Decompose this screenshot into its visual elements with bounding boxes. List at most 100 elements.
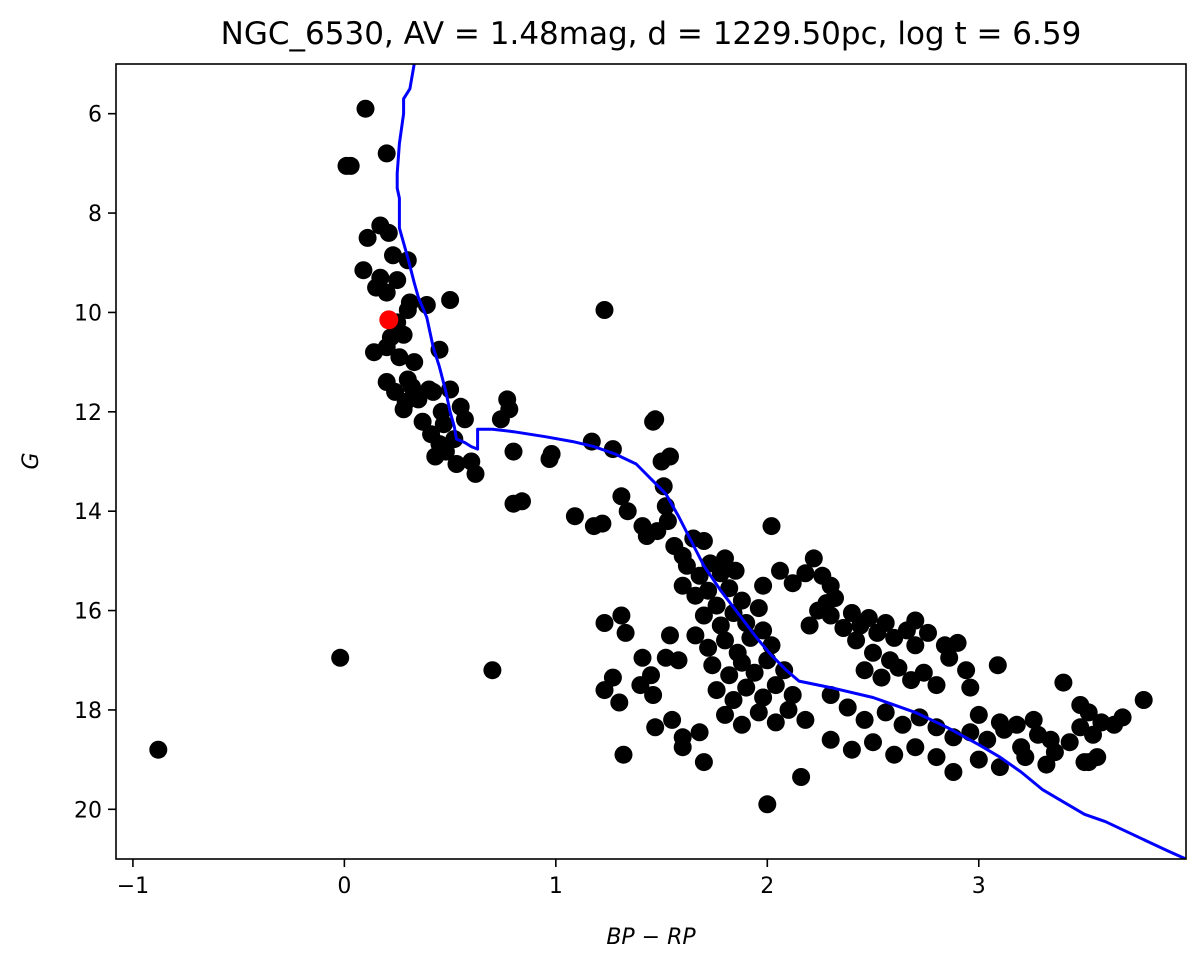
star-point — [513, 492, 531, 511]
star-point — [988, 656, 1007, 675]
y-tick-label: 18 — [74, 699, 102, 724]
star-point — [612, 606, 631, 625]
star-point — [394, 325, 413, 344]
star-point — [737, 678, 756, 697]
star-point — [762, 517, 781, 536]
y-tick-label: 6 — [88, 103, 102, 128]
plot-frame — [115, 63, 1187, 860]
star-point — [377, 338, 396, 357]
star-point — [656, 648, 675, 667]
star-point — [610, 693, 629, 712]
isochrone-line — [395, 64, 1186, 859]
y-tick-label: 12 — [74, 401, 102, 426]
star-point — [434, 415, 453, 434]
star-point — [565, 507, 584, 526]
star-point — [673, 576, 692, 595]
star-point — [441, 291, 460, 309]
star-point — [694, 606, 713, 625]
star-point — [1075, 753, 1094, 772]
y-tick-label: 10 — [74, 301, 102, 326]
star-point — [677, 556, 696, 575]
star-point — [724, 604, 743, 622]
highlighted-star-point — [379, 310, 399, 330]
star-point — [766, 676, 785, 695]
star-point — [663, 710, 682, 729]
star-point — [889, 658, 908, 677]
star-point — [800, 616, 819, 635]
star-point — [1054, 673, 1073, 692]
star-point — [686, 626, 705, 645]
star-point — [658, 512, 677, 531]
star-point — [595, 681, 614, 700]
star-point — [504, 442, 523, 461]
star-point — [711, 564, 730, 583]
star-point — [394, 400, 413, 419]
star-point — [644, 686, 663, 704]
star-point — [711, 616, 730, 635]
star-point — [673, 738, 692, 757]
star-point — [927, 748, 946, 767]
star-point — [1024, 710, 1043, 729]
star-point — [804, 549, 823, 568]
star-point — [149, 740, 168, 759]
star-point — [864, 643, 882, 662]
star-point — [821, 730, 840, 749]
star-point — [872, 668, 891, 687]
star-point — [661, 626, 679, 645]
star-point — [1105, 715, 1124, 734]
star-point — [699, 581, 718, 600]
star-point — [699, 638, 718, 657]
star-point — [842, 740, 861, 759]
star-point — [612, 487, 631, 506]
y-axis-label: G — [19, 452, 44, 469]
star-point — [990, 713, 1009, 732]
star-point — [732, 653, 751, 672]
star-point — [876, 703, 895, 722]
star-point — [356, 99, 375, 118]
star-point — [1041, 730, 1060, 749]
star-point — [377, 144, 396, 163]
star-point — [341, 156, 360, 175]
star-point — [633, 648, 652, 667]
star-point — [961, 678, 980, 697]
star-point — [758, 651, 777, 670]
star-point — [707, 596, 726, 615]
star-point — [919, 623, 937, 642]
star-point — [690, 566, 709, 585]
star-point — [716, 549, 734, 568]
star-point — [703, 656, 722, 675]
y-tick-label: 16 — [74, 600, 102, 625]
star-point — [1134, 691, 1153, 709]
star-point — [771, 561, 789, 580]
star-point — [783, 686, 802, 704]
star-point — [466, 464, 485, 483]
star-point — [855, 661, 874, 680]
star-point — [388, 271, 407, 290]
star-point — [754, 688, 773, 707]
star-point — [646, 410, 665, 429]
star-point — [1037, 755, 1056, 774]
star-point — [914, 663, 933, 682]
star-point — [766, 713, 785, 732]
star-point — [758, 795, 777, 814]
star-point — [969, 750, 988, 769]
star-point — [716, 631, 734, 650]
star-point — [358, 228, 377, 247]
star-point — [969, 705, 988, 724]
star-point — [1060, 733, 1079, 752]
y-tick-label: 8 — [88, 202, 102, 227]
star-point — [694, 753, 713, 772]
star-point — [724, 691, 743, 709]
star-point — [542, 445, 561, 463]
star-point — [783, 574, 802, 593]
star-point — [354, 261, 373, 280]
x-tick-label: 2 — [760, 874, 774, 899]
star-point — [749, 703, 768, 722]
star-point — [927, 676, 946, 695]
star-point — [855, 710, 874, 729]
star-point — [405, 353, 424, 372]
star-point — [331, 648, 350, 667]
star-point — [398, 301, 417, 319]
star-point — [1079, 703, 1098, 722]
